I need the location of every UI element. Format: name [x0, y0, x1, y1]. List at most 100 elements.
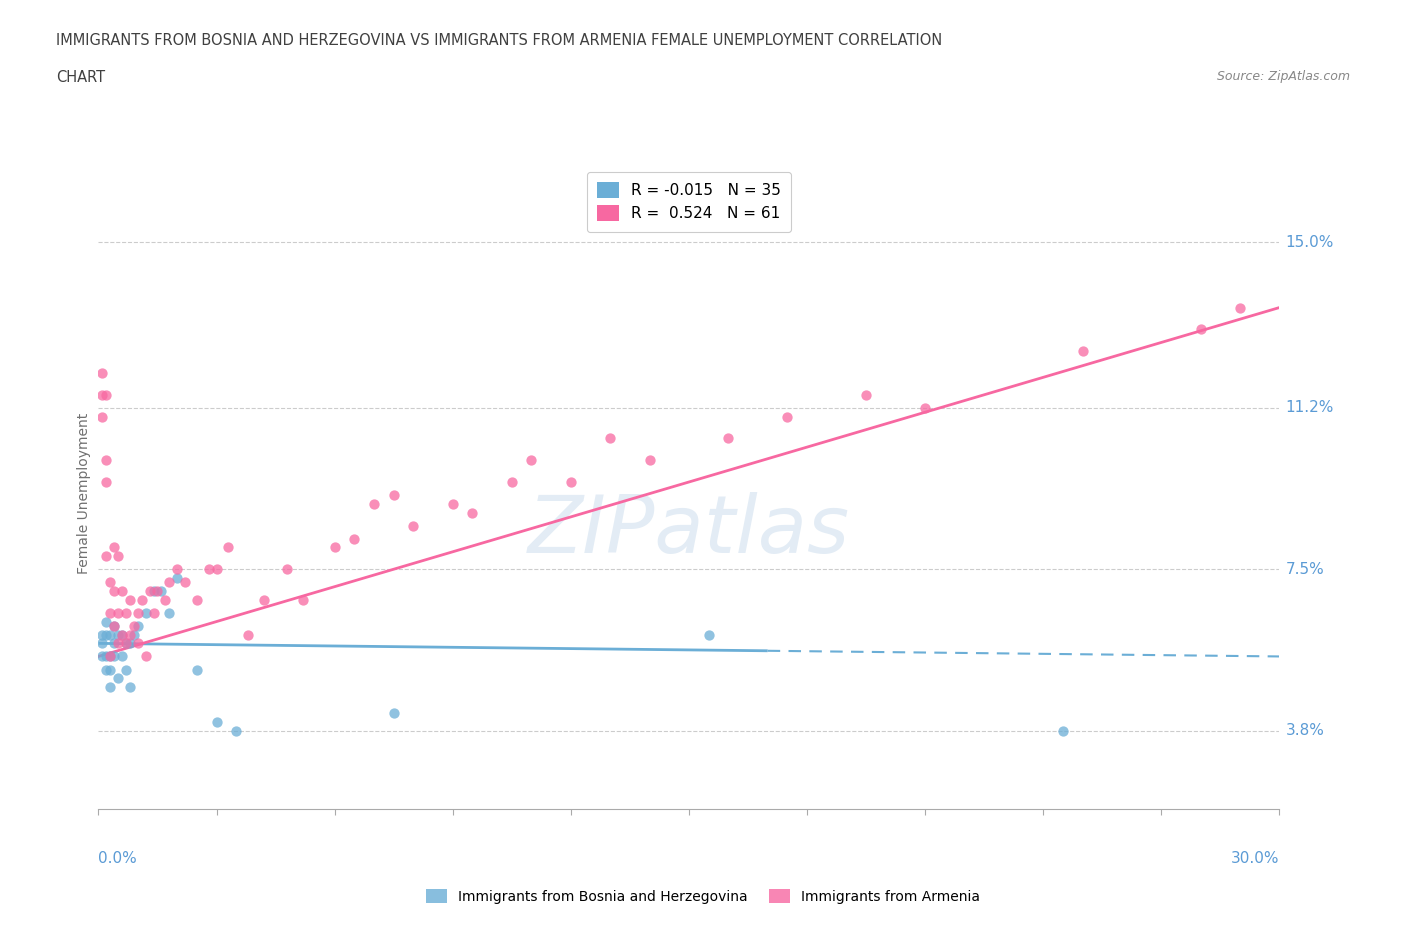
Point	[157, 575, 180, 590]
Legend: R = -0.015   N = 35, R =  0.524   N = 61: R = -0.015 N = 35, R = 0.524 N = 61	[586, 172, 792, 232]
Point	[91, 649, 114, 664]
Point	[155, 592, 177, 607]
Point	[103, 584, 125, 599]
Point	[1071, 344, 1094, 359]
Point	[127, 618, 149, 633]
Point	[599, 431, 621, 445]
Point	[1229, 300, 1251, 315]
Point	[96, 549, 118, 564]
Y-axis label: Female Unemployment: Female Unemployment	[77, 412, 91, 574]
Point	[142, 584, 165, 599]
Point	[501, 474, 523, 489]
Point	[174, 575, 197, 590]
Point	[96, 387, 118, 402]
Point	[292, 592, 315, 607]
Point	[96, 627, 118, 642]
Point	[135, 605, 157, 620]
Point	[91, 387, 114, 402]
Point	[115, 662, 138, 677]
Point	[205, 714, 228, 729]
Point	[91, 409, 114, 424]
Point	[441, 497, 464, 512]
Point	[96, 453, 118, 468]
Point	[166, 570, 188, 585]
Point	[122, 627, 145, 642]
Point	[166, 562, 188, 577]
Point	[111, 627, 134, 642]
Point	[118, 592, 141, 607]
Point	[236, 627, 259, 642]
Point	[96, 474, 118, 489]
Point	[98, 649, 121, 664]
Point	[96, 614, 118, 629]
Point	[107, 549, 129, 564]
Point	[382, 487, 405, 502]
Point	[98, 649, 121, 664]
Point	[150, 584, 173, 599]
Point	[560, 474, 582, 489]
Point	[118, 680, 141, 695]
Point	[225, 724, 247, 738]
Point	[96, 662, 118, 677]
Text: Source: ZipAtlas.com: Source: ZipAtlas.com	[1216, 70, 1350, 83]
Text: CHART: CHART	[56, 70, 105, 85]
Point	[107, 605, 129, 620]
Point	[127, 636, 149, 651]
Point	[103, 649, 125, 664]
Point	[142, 605, 165, 620]
Point	[217, 540, 239, 555]
Text: 11.2%: 11.2%	[1285, 400, 1334, 416]
Point	[186, 592, 208, 607]
Point	[98, 662, 121, 677]
Point	[103, 540, 125, 555]
Point	[697, 627, 720, 642]
Point	[98, 605, 121, 620]
Point	[914, 401, 936, 416]
Point	[135, 649, 157, 664]
Point	[197, 562, 219, 577]
Point	[98, 680, 121, 695]
Point	[96, 649, 118, 664]
Point	[157, 605, 180, 620]
Point	[118, 627, 141, 642]
Text: 3.8%: 3.8%	[1285, 724, 1324, 738]
Text: 0.0%: 0.0%	[98, 851, 138, 866]
Point	[111, 649, 134, 664]
Point	[520, 453, 543, 468]
Legend: Immigrants from Bosnia and Herzegovina, Immigrants from Armenia: Immigrants from Bosnia and Herzegovina, …	[420, 884, 986, 910]
Point	[111, 627, 134, 642]
Point	[91, 636, 114, 651]
Text: 7.5%: 7.5%	[1285, 562, 1324, 577]
Point	[461, 505, 484, 520]
Point	[131, 592, 153, 607]
Text: 30.0%: 30.0%	[1232, 851, 1279, 866]
Point	[122, 618, 145, 633]
Point	[776, 409, 799, 424]
Text: ZIPatlas: ZIPatlas	[527, 492, 851, 570]
Point	[402, 518, 425, 533]
Point	[638, 453, 661, 468]
Point	[111, 584, 134, 599]
Text: IMMIGRANTS FROM BOSNIA AND HERZEGOVINA VS IMMIGRANTS FROM ARMENIA FEMALE UNEMPLO: IMMIGRANTS FROM BOSNIA AND HERZEGOVINA V…	[56, 33, 942, 47]
Point	[98, 627, 121, 642]
Point	[107, 671, 129, 685]
Point	[186, 662, 208, 677]
Point	[118, 636, 141, 651]
Point	[98, 575, 121, 590]
Point	[115, 605, 138, 620]
Point	[855, 387, 877, 402]
Point	[127, 605, 149, 620]
Point	[103, 618, 125, 633]
Point	[363, 497, 385, 512]
Point	[107, 636, 129, 651]
Point	[103, 636, 125, 651]
Point	[253, 592, 276, 607]
Point	[1052, 724, 1074, 738]
Point	[323, 540, 346, 555]
Text: 15.0%: 15.0%	[1285, 234, 1334, 249]
Point	[115, 636, 138, 651]
Point	[343, 531, 366, 546]
Point	[103, 618, 125, 633]
Point	[107, 627, 129, 642]
Point	[138, 584, 160, 599]
